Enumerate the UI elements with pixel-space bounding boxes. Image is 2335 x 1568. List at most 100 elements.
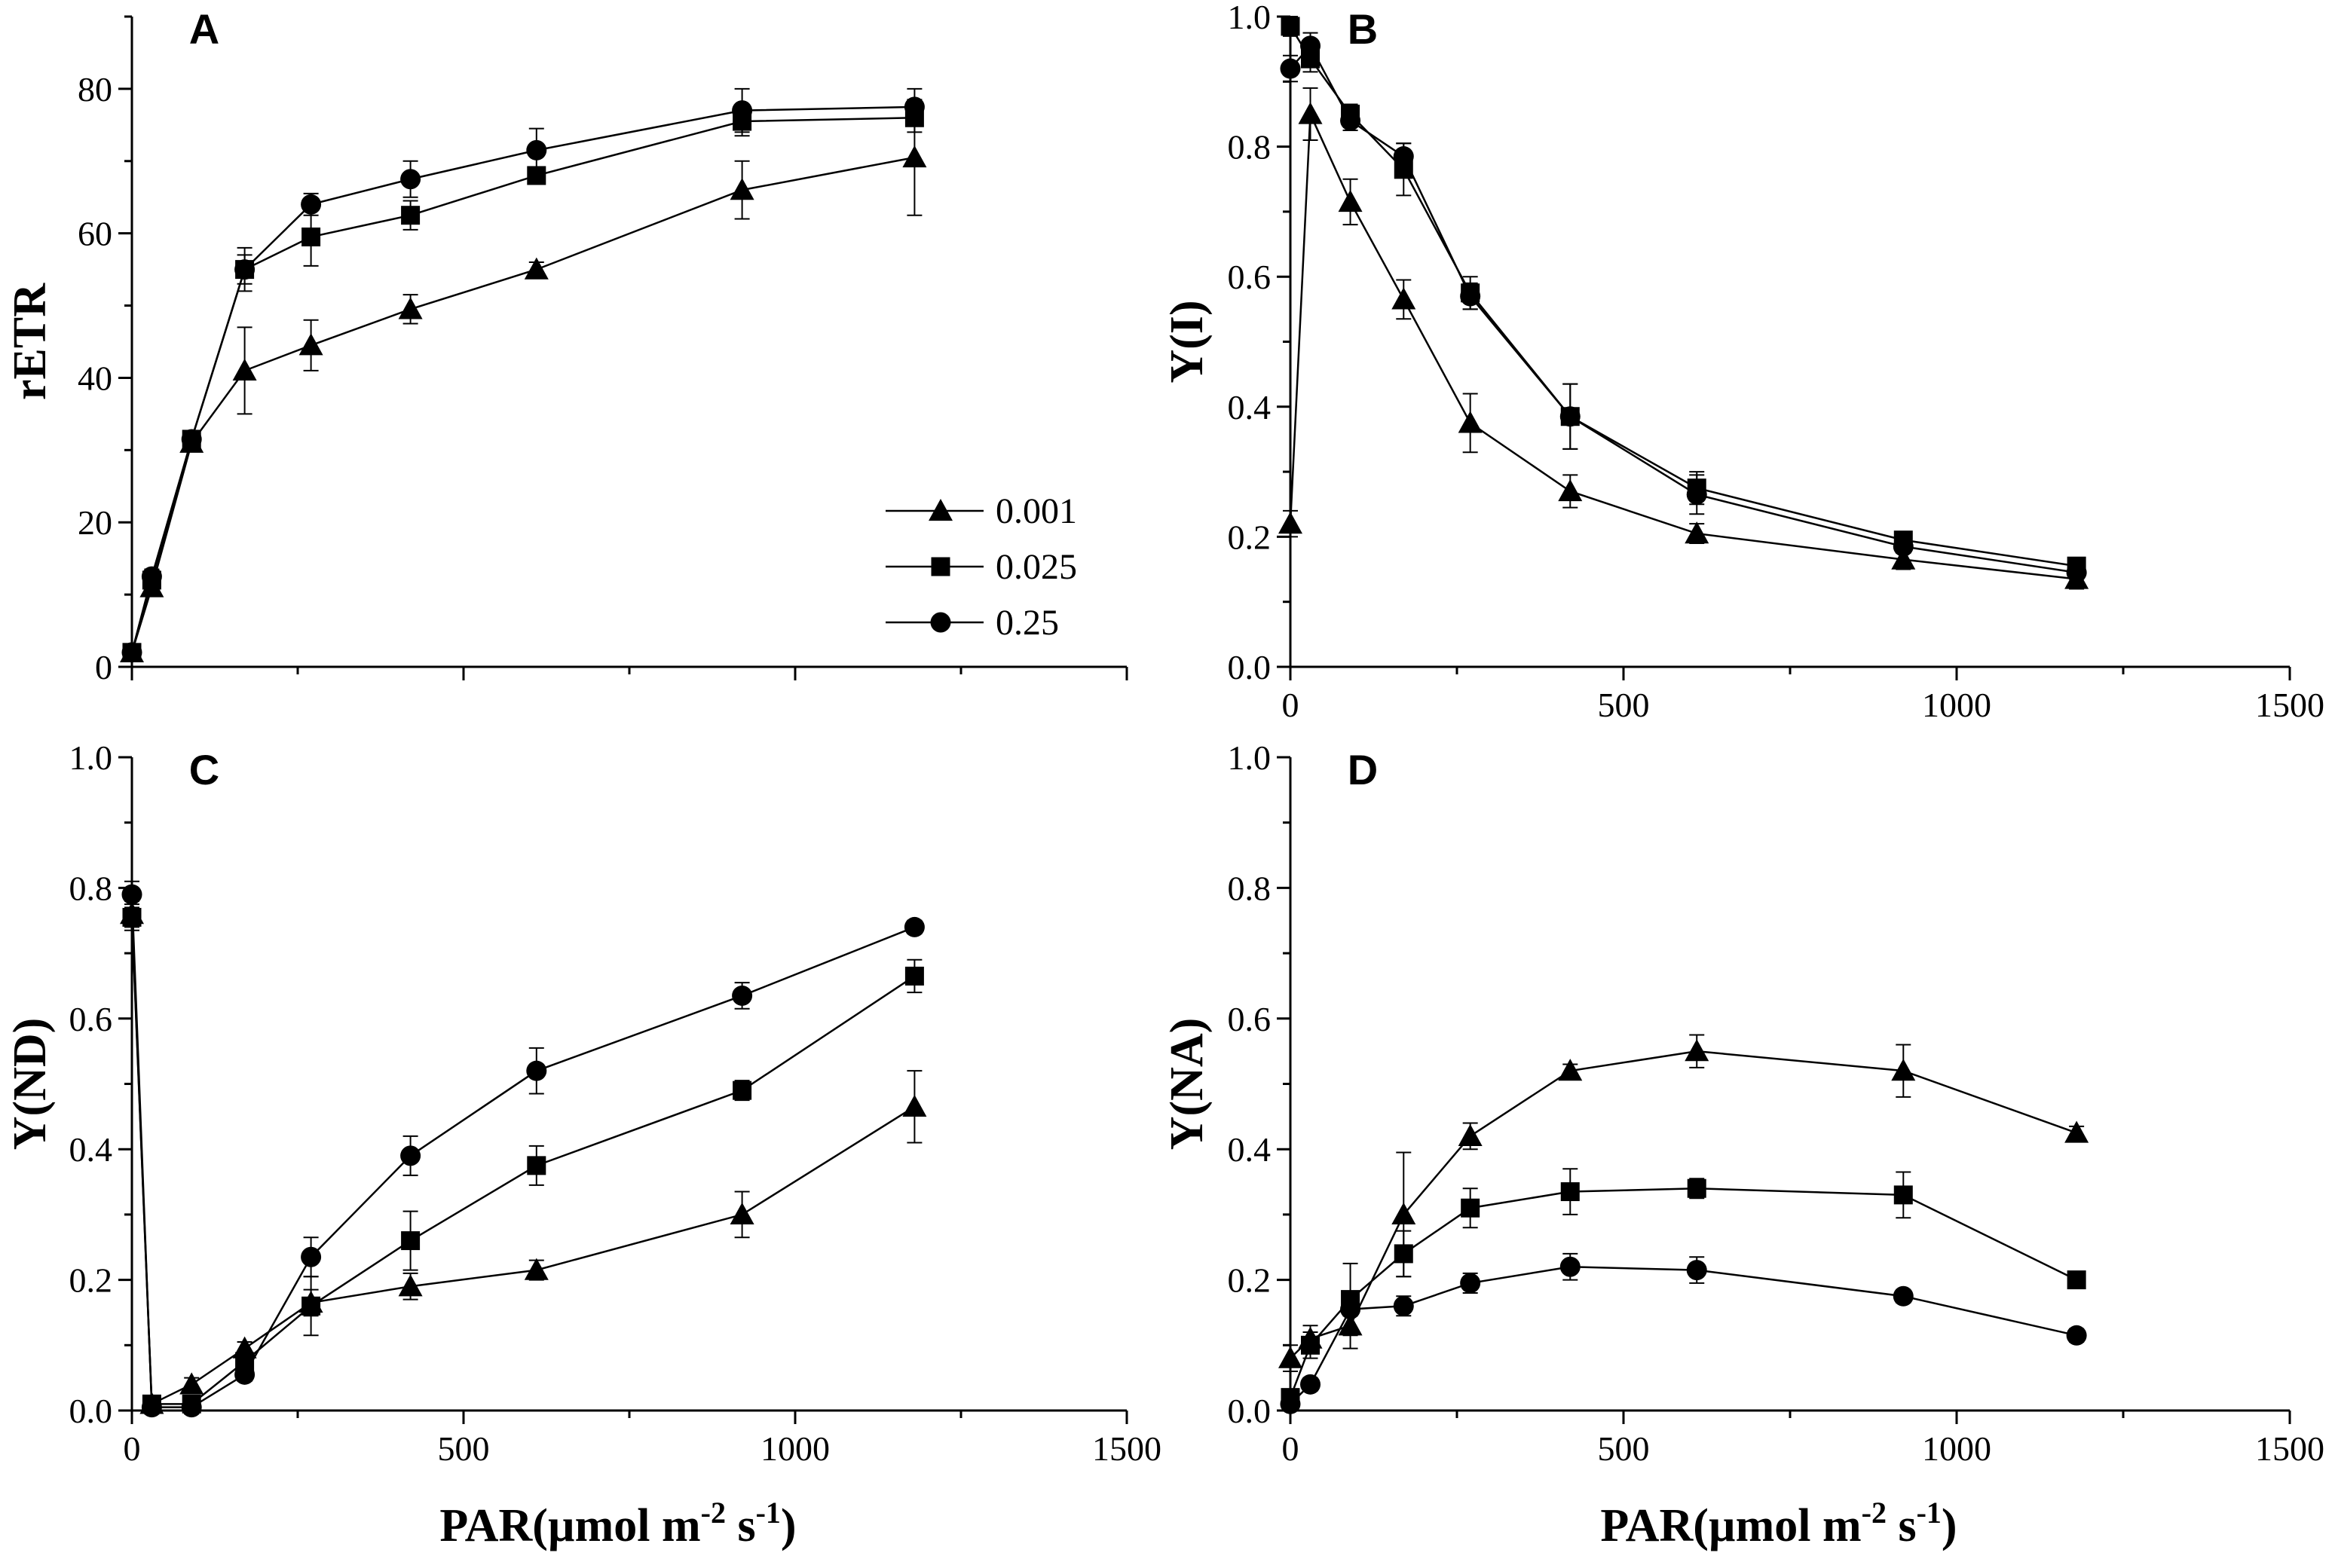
series-line [1290, 1266, 2077, 1405]
data-point [401, 206, 421, 225]
legend-marker [929, 499, 953, 521]
series-0.25 [121, 880, 925, 1418]
series-0.025 [122, 903, 924, 1414]
y-axis-title: Y(ND) [5, 1018, 56, 1151]
legend-marker [930, 612, 951, 633]
data-point [1280, 1393, 1301, 1414]
x-axis-title-text: PAR(µmol m [439, 1500, 700, 1551]
legend-label: 0.25 [996, 603, 1059, 643]
data-point [1300, 35, 1321, 57]
series-0.25 [1280, 32, 2087, 583]
series-0.025 [1281, 1168, 2086, 1408]
x-axis-title-mid: s [726, 1500, 756, 1551]
data-point [179, 1372, 204, 1395]
data-point [301, 1246, 322, 1267]
data-point [902, 145, 927, 168]
data-point [2066, 562, 2087, 583]
data-point [301, 194, 322, 215]
x-axis-title-exp1: -2 [1862, 1496, 1887, 1530]
data-point [2067, 1270, 2086, 1290]
data-point [524, 257, 549, 280]
data-point [526, 1060, 547, 1081]
panel-b: 0.0 0.2 0.4 0.6 0.8 1.0 0 500 1000 1500 Y(I) B [1161, 0, 2324, 724]
y-tick-label: 0.8 [1228, 128, 1272, 167]
data-point [527, 1156, 546, 1175]
data-point [730, 178, 754, 200]
series-line [130, 894, 915, 1408]
series-line [130, 914, 916, 1406]
y-tick-label: 0.4 [69, 1130, 113, 1169]
x-tick-label: 0 [124, 1429, 141, 1468]
data-point [1340, 110, 1361, 131]
data-point [398, 297, 423, 319]
data-point [1298, 102, 1323, 124]
x-tick-label: 500 [438, 1429, 490, 1468]
legend-label: 0.025 [996, 547, 1077, 587]
data-point [1393, 1295, 1414, 1316]
legend-entry: 0.025 [886, 547, 1077, 587]
panels-group: 0 20 40 60 80 rETR A 0.0 0.2 0.4 0.6 0.8 1.0 0 500 1000… [5, 0, 2324, 1468]
data-point [400, 169, 421, 190]
legend-entry: 0.25 [886, 603, 1059, 643]
panel-d: 0.0 0.2 0.4 0.6 0.8 1.0 0 500 1000 1500 Y(NA) D [1161, 738, 2324, 1468]
panel-letter: C [189, 746, 219, 793]
x-tick-label: 1500 [1092, 1429, 1161, 1468]
series-line [1289, 113, 2077, 580]
y-tick-label: 0.2 [69, 1261, 113, 1300]
series-0.001 [120, 900, 927, 1414]
series-line [130, 917, 916, 1405]
y-tick-label: 0.8 [69, 869, 113, 907]
data-point [1278, 512, 1302, 534]
data-point [1340, 1299, 1361, 1320]
data-point [904, 96, 925, 118]
data-point [1458, 1123, 1483, 1146]
x-axis-title-close: ) [1942, 1500, 1957, 1551]
data-point [730, 1202, 754, 1225]
data-point [1460, 1273, 1481, 1294]
data-point [1685, 521, 1709, 544]
data-point [1300, 1374, 1321, 1395]
series-0.25 [121, 87, 925, 663]
data-point [904, 916, 925, 937]
data-point [234, 1364, 256, 1385]
series-0.001 [1278, 87, 2089, 590]
x-axis-title-left: PAR(µmol m-2 s-1) [439, 1496, 796, 1551]
data-point [301, 227, 321, 246]
data-point [1559, 1256, 1581, 1277]
y-tick-label: 40 [78, 359, 112, 397]
x-axis-title-mid: s [1887, 1500, 1917, 1551]
x-axis-title-right: PAR(µmol m-2 s-1) [1600, 1496, 1957, 1551]
data-point [1394, 1244, 1413, 1264]
data-point [1559, 406, 1581, 427]
data-point [1687, 1178, 1706, 1198]
data-point [1278, 1346, 1302, 1368]
y-tick-label: 0 [95, 648, 112, 686]
panel-c: 0.0 0.2 0.4 0.6 0.8 1.0 0 500 1000 1500 Y(ND) C [5, 738, 1161, 1468]
panel-letter: A [189, 5, 219, 53]
series-0.001 [120, 99, 927, 662]
y-tick-label: 0.6 [1228, 1000, 1272, 1038]
series-line [130, 116, 915, 653]
data-point [234, 259, 256, 280]
x-axis-title-close: ) [781, 1500, 797, 1551]
data-point [2066, 1325, 2087, 1346]
data-point [1893, 536, 1914, 557]
data-point [1686, 1260, 1707, 1281]
y-tick-label: 0.6 [69, 1000, 113, 1038]
x-tick-label: 0 [1282, 686, 1299, 724]
x-tick-label: 1500 [2255, 1429, 2324, 1468]
data-point [524, 1258, 549, 1280]
data-point [121, 884, 142, 905]
data-point [904, 966, 924, 986]
legend-label: 0.001 [996, 491, 1077, 531]
y-tick-label: 1.0 [69, 738, 113, 777]
y-tick-label: 0.0 [1228, 1392, 1272, 1430]
data-point [1301, 1335, 1321, 1355]
data-point [1338, 189, 1363, 212]
y-tick-label: 0.8 [1228, 869, 1272, 907]
data-point [1685, 1039, 1709, 1062]
x-axis-title-text: PAR(µmol m [1600, 1500, 1861, 1551]
legend-marker [931, 557, 950, 576]
x-tick-label: 500 [1598, 686, 1650, 724]
